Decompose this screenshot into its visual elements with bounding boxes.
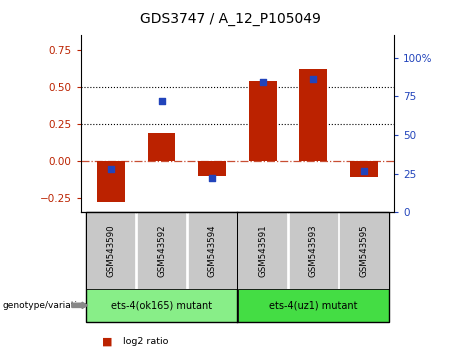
- Text: ets-4(uz1) mutant: ets-4(uz1) mutant: [269, 300, 358, 310]
- Text: GSM543590: GSM543590: [106, 224, 116, 277]
- Point: [107, 166, 115, 172]
- Bar: [249, 81, 277, 161]
- Text: genotype/variation: genotype/variation: [2, 301, 89, 310]
- Text: ets-4(ok165) mutant: ets-4(ok165) mutant: [111, 300, 212, 310]
- Point: [259, 80, 266, 85]
- Point: [208, 176, 216, 181]
- Text: GDS3747 / A_12_P105049: GDS3747 / A_12_P105049: [140, 12, 321, 27]
- Point: [310, 76, 317, 82]
- Text: GSM543593: GSM543593: [309, 224, 318, 277]
- Text: log2 ratio: log2 ratio: [123, 337, 168, 346]
- Text: GSM543592: GSM543592: [157, 224, 166, 277]
- Text: ■: ■: [102, 337, 112, 347]
- Point: [360, 168, 367, 173]
- Bar: [198, 161, 226, 176]
- Text: GSM543594: GSM543594: [207, 224, 217, 277]
- Point: [158, 98, 165, 104]
- Bar: [148, 133, 176, 161]
- Text: GSM543595: GSM543595: [359, 224, 368, 277]
- Text: GSM543591: GSM543591: [258, 224, 267, 277]
- Bar: [350, 161, 378, 177]
- Bar: [97, 161, 125, 202]
- Bar: [299, 69, 327, 161]
